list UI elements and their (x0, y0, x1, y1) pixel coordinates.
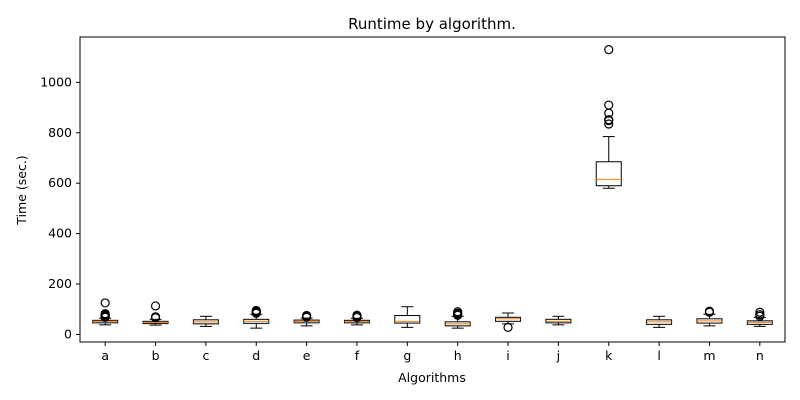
outlier-point (100, 309, 110, 319)
outlier-point (604, 119, 614, 129)
chart-title: Runtime by algorithm. (348, 15, 516, 33)
x-tick-label: d (252, 348, 260, 363)
outlier-point (704, 306, 715, 316)
axes: 0 200 400 600 800 1000 a b c d e f g h i j k l m n (40, 36, 786, 363)
outlier-point (755, 310, 765, 320)
x-tick-label: m (703, 348, 715, 363)
y-tick-label: 400 (48, 226, 72, 241)
y-tick-label: 0 (64, 326, 72, 341)
outlier-point (251, 305, 261, 316)
x-tick-label: l (657, 348, 660, 363)
y-tick-label: 200 (48, 276, 72, 291)
outlier-point (453, 307, 463, 317)
x-tick-label: b (152, 348, 160, 363)
box-group-m (696, 306, 723, 327)
plot-area (92, 45, 773, 332)
x-tick-label: k (605, 348, 613, 363)
outlier-point (604, 100, 614, 110)
x-tick-label: i (506, 348, 509, 363)
y-axis-label: Time (sec.) (14, 155, 29, 225)
x-tick-label: c (202, 348, 209, 363)
box-iqr (394, 315, 421, 324)
outlier-point (150, 312, 161, 322)
x-tick-label: f (355, 348, 360, 363)
y-tick-label: 1000 (40, 74, 72, 89)
x-tick-label: a (101, 348, 109, 363)
y-tick-label: 600 (48, 175, 72, 190)
box-iqr (495, 316, 522, 322)
box-group-i (495, 312, 522, 332)
x-tick-label: e (303, 348, 311, 363)
box-group-g (394, 306, 421, 328)
box-group-d (243, 305, 270, 329)
box-group-h (444, 307, 471, 329)
x-tick-label: h (454, 348, 462, 363)
box-group-e (293, 310, 320, 327)
box-iqr (595, 161, 622, 187)
box-group-n (746, 307, 773, 327)
box-group-c (192, 315, 219, 327)
outlier-point (503, 322, 513, 332)
outlier-point (302, 310, 312, 321)
outlier-point (604, 45, 614, 55)
x-tick-label: j (556, 348, 560, 363)
box-group-b (142, 301, 169, 326)
x-tick-label: n (756, 348, 764, 363)
y-tick-label: 800 (48, 125, 72, 140)
outlier-point (755, 307, 765, 317)
box-group-k (595, 45, 622, 189)
box-group-j (545, 315, 572, 326)
box-group-f (343, 310, 370, 326)
box-group-a (92, 298, 119, 326)
outlier-point (100, 298, 110, 308)
x-tick-label: g (403, 348, 411, 363)
x-axis-label: Algorithms (398, 370, 466, 385)
outlier-point (604, 115, 614, 125)
outlier-point (352, 310, 362, 320)
outlier-point (150, 301, 161, 311)
box-group-l (646, 315, 673, 328)
plot-frame (79, 36, 786, 343)
